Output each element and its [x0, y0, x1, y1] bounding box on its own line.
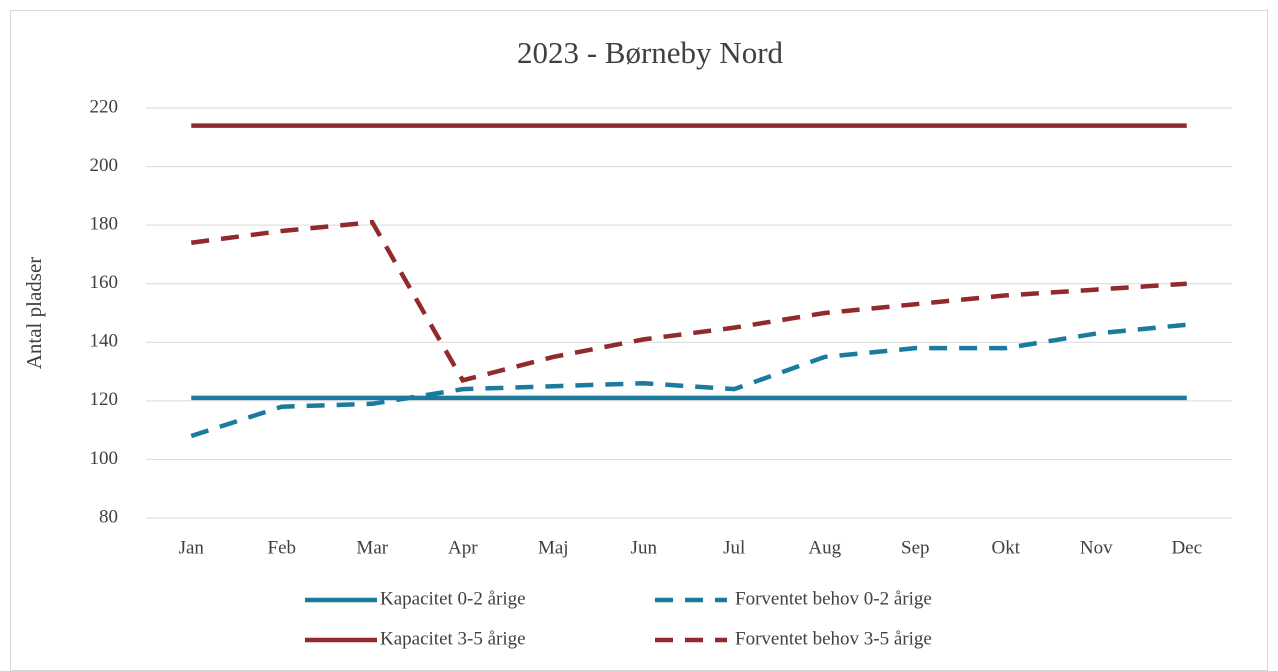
legend-label: Forventet behov 3-5 årige	[735, 628, 932, 649]
y-tick-label: 160	[90, 272, 119, 293]
legend-label: Forventet behov 0-2 årige	[735, 588, 932, 609]
series-line	[190, 219, 1187, 383]
x-tick-label: Jul	[723, 537, 745, 558]
series-line	[190, 322, 1187, 439]
y-tick-label: 180	[90, 214, 119, 235]
legend-label: Kapacitet 0-2 årige	[380, 588, 526, 609]
x-tick-label: Apr	[448, 537, 478, 558]
y-tick-label: 200	[90, 155, 119, 176]
y-tick-label: 80	[99, 506, 118, 527]
x-tick-label: Okt	[992, 537, 1021, 558]
y-tick-label: 140	[90, 331, 119, 352]
x-tick-label: Nov	[1080, 537, 1113, 558]
chart-title: 2023 - Børneby Nord	[517, 35, 784, 70]
legend-label: Kapacitet 3-5 årige	[380, 628, 526, 649]
y-tick-label: 220	[90, 96, 119, 117]
x-tick-label: Feb	[268, 537, 297, 558]
x-tick-label: Aug	[808, 537, 841, 558]
x-tick-label: Dec	[1171, 537, 1202, 558]
y-tick-label: 100	[90, 448, 119, 469]
x-tick-label: Maj	[538, 537, 569, 558]
x-tick-label: Jun	[631, 537, 658, 558]
x-tick-label: Mar	[356, 537, 388, 558]
x-tick-label: Sep	[901, 537, 930, 558]
y-tick-label: 120	[90, 389, 119, 410]
x-tick-label: Jan	[179, 537, 205, 558]
y-axis-label: Antal pladser	[22, 257, 46, 370]
